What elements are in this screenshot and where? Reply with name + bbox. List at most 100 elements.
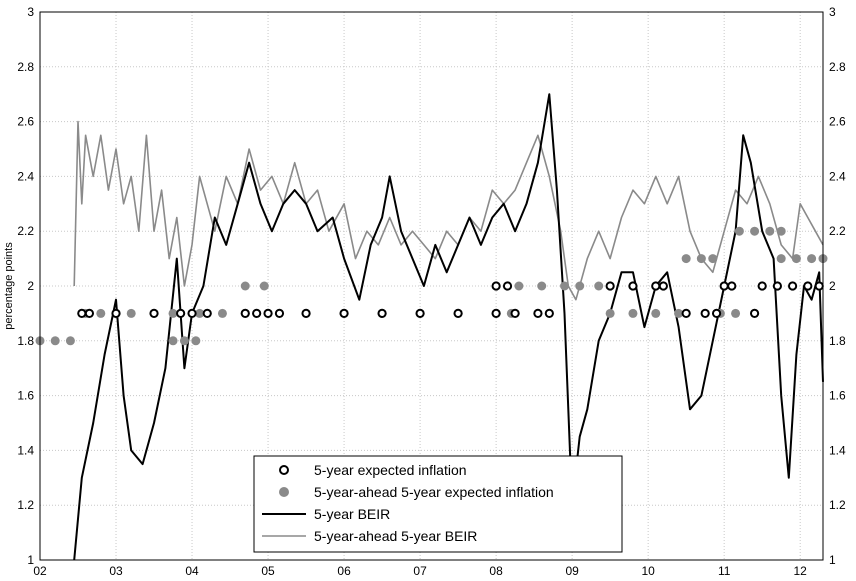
- y-tick-label-right: 1.6: [829, 389, 846, 403]
- y-tick-label-right: 2.6: [829, 115, 846, 129]
- x-tick-label: 06: [337, 564, 351, 578]
- legend: 5-year expected inflation 5-year-ahead 5-…: [253, 455, 623, 553]
- marker-ahead-expected-inflation: [514, 281, 524, 291]
- marker-ahead-expected-inflation: [750, 226, 760, 236]
- marker-expected-inflation: [787, 281, 798, 291]
- marker-expected-inflation: [149, 308, 159, 318]
- marker-expected-inflation: [263, 308, 273, 318]
- marker-expected-inflation: [176, 308, 186, 318]
- marker-ahead-expected-inflation: [674, 308, 684, 318]
- y-axis-label: percentage points: [3, 242, 15, 330]
- y-tick-label-left: 2.2: [17, 224, 34, 238]
- marker-expected-inflation: [651, 281, 661, 291]
- y-tick-label-right: 2.8: [829, 60, 846, 74]
- legend-label: 5-year BEIR: [314, 506, 390, 522]
- marker-ahead-expected-inflation: [195, 308, 205, 318]
- marker-ahead-expected-inflation: [807, 254, 817, 264]
- marker-expected-inflation: [658, 281, 668, 291]
- x-tick-label: 03: [109, 564, 123, 578]
- marker-expected-inflation: [803, 281, 813, 291]
- legend-label: 5-year-ahead 5-year BEIR: [314, 528, 477, 544]
- y-tick-label-left: 2.6: [17, 115, 34, 129]
- plot-frame: [39, 11, 824, 561]
- marker-expected-inflation: [700, 308, 710, 318]
- marker-ahead-expected-inflation: [776, 254, 786, 264]
- marker-expected-inflation: [757, 281, 767, 291]
- marker-ahead-expected-inflation: [240, 281, 250, 291]
- x-tick-label: 07: [413, 564, 427, 578]
- y-tick-label-right: 1: [829, 553, 836, 567]
- marker-expected-inflation: [453, 308, 463, 318]
- marker-expected-inflation: [252, 308, 262, 318]
- marker-expected-inflation: [772, 281, 782, 291]
- marker-ahead-expected-inflation: [560, 281, 570, 291]
- marker-ahead-expected-inflation: [791, 254, 801, 264]
- marker-ahead-expected-inflation: [537, 281, 547, 291]
- marker-ahead-expected-inflation: [776, 226, 786, 236]
- y-tick-label-right: 1.4: [829, 443, 846, 457]
- marker-ahead-expected-inflation: [594, 281, 604, 291]
- marker-ahead-expected-inflation: [168, 336, 178, 346]
- x-tick-label: 12: [794, 564, 808, 578]
- legend-box: [253, 455, 623, 553]
- marker-expected-inflation: [605, 281, 615, 291]
- marker-expected-inflation: [111, 308, 121, 318]
- y-tick-label-left: 1.4: [17, 443, 34, 457]
- x-tick-label: 04: [185, 564, 199, 578]
- marker-ahead-expected-inflation: [179, 336, 189, 346]
- x-tick-label: 10: [641, 564, 655, 578]
- y-tick-label-left: 1.6: [17, 389, 34, 403]
- y-tick-label-right: 1.8: [829, 334, 846, 348]
- x-tick-label: 09: [565, 564, 579, 578]
- marker-expected-inflation: [339, 308, 349, 318]
- marker-ahead-expected-inflation: [96, 308, 106, 318]
- marker-expected-inflation: [274, 308, 285, 318]
- y-tick-label-left: 2: [27, 279, 34, 293]
- marker-expected-inflation: [749, 308, 760, 318]
- y-tick-label-left: 1: [27, 553, 34, 567]
- marker-ahead-expected-inflation: [65, 336, 75, 346]
- marker-expected-inflation: [377, 308, 387, 318]
- marker-expected-inflation: [491, 308, 501, 318]
- x-tick-label: 05: [261, 564, 275, 578]
- marker-expected-inflation: [711, 308, 722, 318]
- marker-ahead-expected-inflation: [191, 336, 201, 346]
- marker-ahead-expected-inflation: [731, 308, 741, 318]
- y-tick-label-left: 2.8: [17, 60, 34, 74]
- marker-expected-inflation: [202, 308, 212, 318]
- axis-ticks: 02 03 04 05 06 07 08 09 10 11 121 11.2 1.21.4 1.41.6 1…: [17, 5, 846, 578]
- x-tick-label: 08: [489, 564, 503, 578]
- marker-ahead-expected-inflation: [259, 281, 269, 291]
- marker-expected-inflation: [77, 308, 87, 318]
- marker-ahead-expected-inflation: [651, 308, 661, 318]
- marker-ahead-expected-inflation: [126, 308, 136, 318]
- marker-expected-inflation: [502, 281, 513, 291]
- marker-ahead-expected-inflation: [708, 254, 718, 264]
- marker-expected-inflation: [533, 308, 543, 318]
- marker-expected-inflation: [814, 281, 824, 291]
- marker-ahead-expected-inflation: [168, 308, 178, 318]
- marker-expected-inflation: [187, 308, 197, 318]
- marker-expected-inflation: [510, 308, 520, 318]
- marker-expected-inflation: [727, 281, 737, 291]
- legend-swatch: [279, 487, 289, 497]
- marker-ahead-expected-inflation: [605, 308, 615, 318]
- marker-ahead-expected-inflation: [681, 254, 691, 264]
- y-tick-label-left: 3: [27, 5, 34, 19]
- marker-ahead-expected-inflation: [575, 281, 585, 291]
- marker-expected-inflation: [491, 281, 501, 291]
- marker-ahead-expected-inflation: [628, 308, 638, 318]
- legend-swatch: [279, 465, 289, 475]
- y-tick-label-left: 2.4: [17, 169, 34, 183]
- y-tick-label-right: 2: [829, 279, 836, 293]
- marker-expected-inflation: [681, 308, 691, 318]
- marker-expected-inflation: [240, 308, 250, 318]
- series-line-3: [73, 120, 824, 301]
- marker-expected-inflation: [415, 308, 425, 318]
- marker-ahead-expected-inflation: [217, 308, 227, 318]
- marker-ahead-expected-inflation: [765, 226, 775, 236]
- y-tick-label-right: 1.2: [829, 498, 846, 512]
- marker-expected-inflation: [628, 281, 638, 291]
- y-tick-label-right: 2.4: [829, 169, 846, 183]
